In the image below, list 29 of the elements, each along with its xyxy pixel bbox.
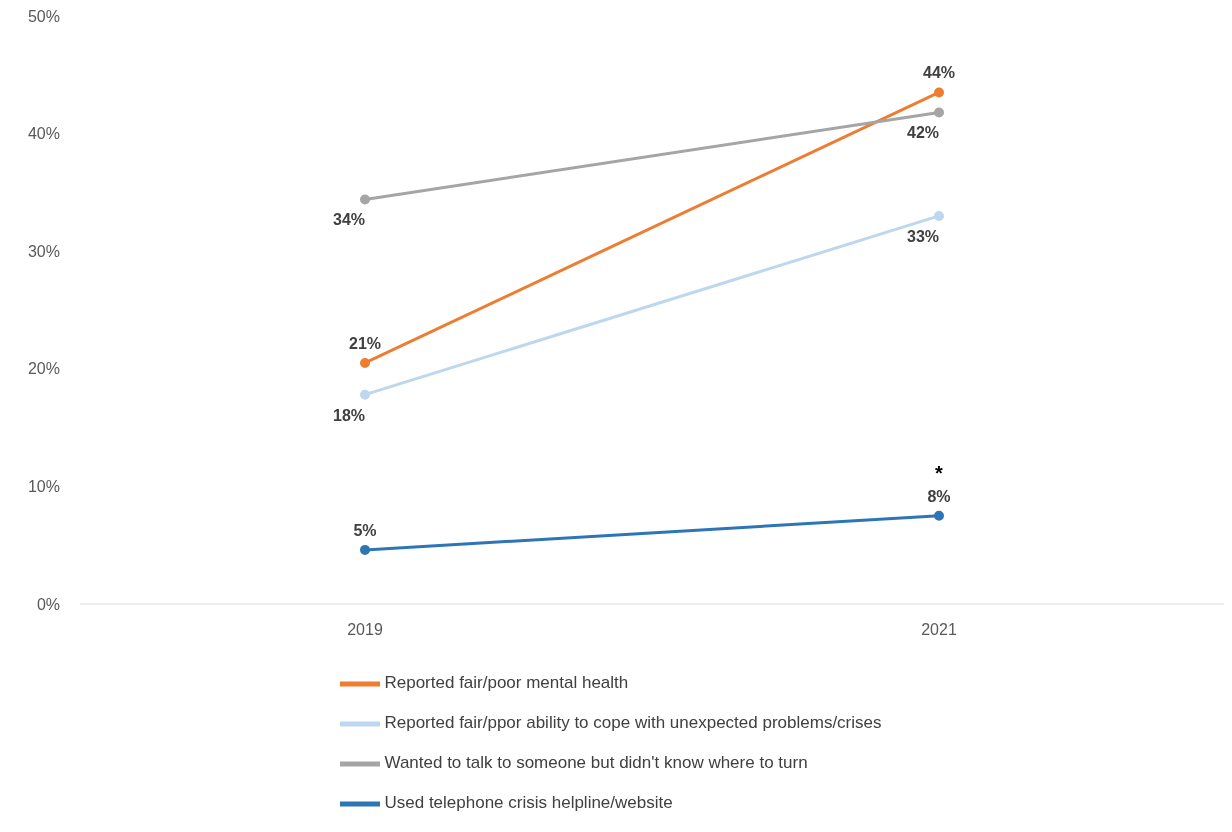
point xyxy=(934,510,944,521)
data-label: 42% xyxy=(906,124,940,142)
data-label: 21% xyxy=(348,334,382,352)
y-tick-label: 0% xyxy=(36,595,60,613)
y-tick-label: 50% xyxy=(27,7,60,25)
y-tick-label: 10% xyxy=(27,478,60,496)
y-tick-label: 20% xyxy=(27,360,60,378)
data-label: 33% xyxy=(906,227,940,245)
data-label: 44% xyxy=(922,64,956,82)
data-label: 18% xyxy=(332,406,366,424)
y-tick-label: 30% xyxy=(27,242,60,260)
point xyxy=(360,194,370,205)
legend-label: Wanted to talk to someone but didn't know where to turn xyxy=(384,753,808,773)
point xyxy=(360,544,370,555)
x-tick-label: 2021 xyxy=(921,621,957,639)
point xyxy=(934,107,944,118)
legend-label: Used telephone crisis helpline/website xyxy=(384,793,673,813)
x-tick-label: 2019 xyxy=(347,621,383,639)
point xyxy=(360,357,370,368)
data-label: 5% xyxy=(353,521,377,539)
data-label: 34% xyxy=(332,211,366,229)
point xyxy=(934,210,944,221)
point xyxy=(934,87,944,98)
legend-label: Reported fair/poor mental health xyxy=(384,673,629,693)
annotation: * xyxy=(935,461,944,484)
legend-label: Reported fair/ppor ability to cope with unexpected problems/crises xyxy=(384,713,882,733)
y-tick-label: 40% xyxy=(27,125,60,143)
point xyxy=(360,389,370,400)
data-label: 8% xyxy=(927,487,951,505)
